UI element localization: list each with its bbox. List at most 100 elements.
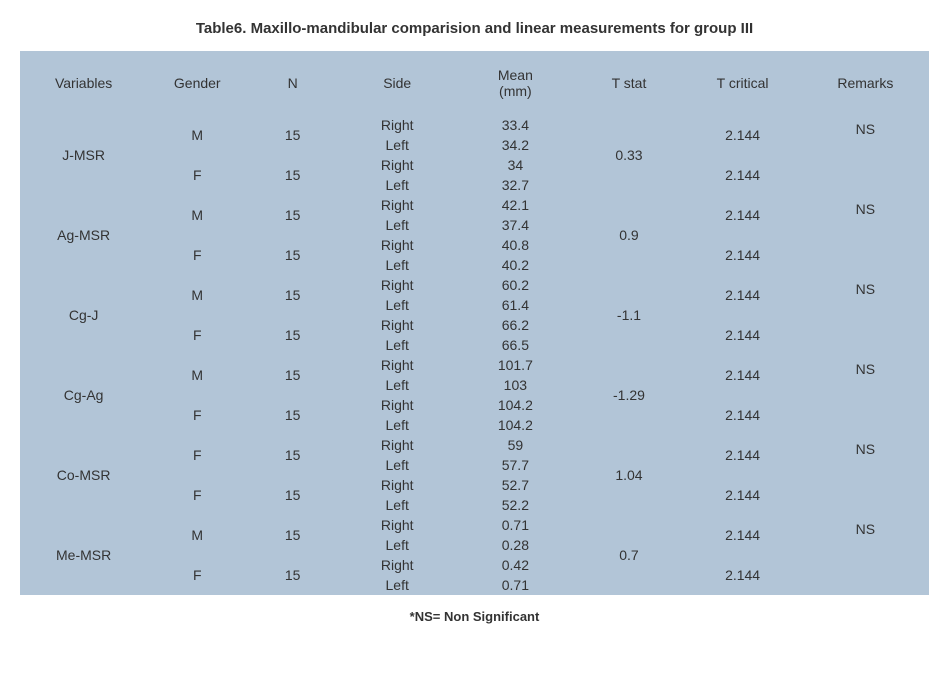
cell-side: Right [338, 355, 456, 375]
cell-remarks: NS [802, 275, 929, 355]
cell-gender: M [147, 515, 247, 555]
cell-side: Right [338, 435, 456, 455]
cell-t-stat: 0.33 [574, 115, 683, 195]
col-header: Side [338, 51, 456, 115]
cell-mean: 104.2 [456, 415, 574, 435]
cell-t-critical: 2.144 [684, 115, 802, 155]
table-row: F15Right40.82.144 [20, 235, 929, 255]
cell-side: Left [338, 535, 456, 555]
cell-mean: 0.28 [456, 535, 574, 555]
cell-mean: 42.1 [456, 195, 574, 215]
cell-t-stat: 0.7 [574, 515, 683, 595]
cell-mean: 0.71 [456, 575, 574, 595]
cell-mean: 66.5 [456, 335, 574, 355]
cell-side: Right [338, 275, 456, 295]
cell-variable: J-MSR [20, 115, 147, 195]
cell-n: 15 [247, 155, 338, 195]
cell-side: Right [338, 315, 456, 335]
cell-mean: 0.71 [456, 515, 574, 535]
cell-mean: 34.2 [456, 135, 574, 155]
cell-t-critical: 2.144 [684, 235, 802, 275]
cell-gender: F [147, 395, 247, 435]
table-title: Table6. Maxillo-mandibular comparision a… [20, 20, 929, 37]
cell-variable: Co-MSR [20, 435, 147, 515]
cell-gender: F [147, 475, 247, 515]
cell-gender: F [147, 555, 247, 595]
cell-t-stat: 0.9 [574, 195, 683, 275]
cell-n: 15 [247, 555, 338, 595]
col-header: Mean(mm) [456, 51, 574, 115]
cell-t-critical: 2.144 [684, 515, 802, 555]
col-header: T critical [684, 51, 802, 115]
cell-t-critical: 2.144 [684, 555, 802, 595]
cell-mean: 52.7 [456, 475, 574, 495]
table-row: J-MSRM15Right33.40.332.144NS [20, 115, 929, 135]
cell-side: Left [338, 335, 456, 355]
cell-mean: 60.2 [456, 275, 574, 295]
cell-gender: M [147, 115, 247, 155]
cell-mean: 40.8 [456, 235, 574, 255]
cell-side: Left [338, 455, 456, 475]
cell-side: Left [338, 295, 456, 315]
table-row: F15Right0.422.144 [20, 555, 929, 575]
cell-gender: F [147, 155, 247, 195]
cell-variable: Cg-Ag [20, 355, 147, 435]
cell-mean: 101.7 [456, 355, 574, 375]
cell-gender: M [147, 355, 247, 395]
cell-gender: F [147, 315, 247, 355]
cell-t-critical: 2.144 [684, 155, 802, 195]
cell-t-critical: 2.144 [684, 315, 802, 355]
cell-variable: Cg-J [20, 275, 147, 355]
cell-t-critical: 2.144 [684, 275, 802, 315]
cell-side: Right [338, 555, 456, 575]
cell-side: Right [338, 475, 456, 495]
cell-mean: 57.7 [456, 455, 574, 475]
cell-mean: 59 [456, 435, 574, 455]
col-header: N [247, 51, 338, 115]
cell-gender: M [147, 195, 247, 235]
cell-side: Left [338, 175, 456, 195]
cell-n: 15 [247, 435, 338, 475]
cell-mean: 0.42 [456, 555, 574, 575]
col-header: Remarks [802, 51, 929, 115]
cell-variable: Me-MSR [20, 515, 147, 595]
cell-side: Right [338, 235, 456, 255]
cell-gender: F [147, 235, 247, 275]
data-table: VariablesGenderNSideMean(mm)T statT crit… [20, 51, 929, 595]
cell-mean: 34 [456, 155, 574, 175]
cell-side: Left [338, 255, 456, 275]
cell-mean: 61.4 [456, 295, 574, 315]
cell-t-critical: 2.144 [684, 355, 802, 395]
table-row: Me-MSRM15Right0.710.72.144NS [20, 515, 929, 535]
col-header: Variables [20, 51, 147, 115]
cell-remarks: NS [802, 355, 929, 435]
cell-remarks: NS [802, 195, 929, 275]
cell-gender: M [147, 275, 247, 315]
cell-n: 15 [247, 275, 338, 315]
table-row: Cg-AgM15Right101.7-1.292.144NS [20, 355, 929, 375]
cell-side: Left [338, 135, 456, 155]
cell-mean: 66.2 [456, 315, 574, 335]
cell-gender: F [147, 435, 247, 475]
cell-n: 15 [247, 235, 338, 275]
table-row: F15Right52.72.144 [20, 475, 929, 495]
table-row: Co-MSRF15Right591.042.144NS [20, 435, 929, 455]
cell-side: Right [338, 115, 456, 135]
cell-t-stat: -1.1 [574, 275, 683, 355]
table-row: F15Right104.22.144 [20, 395, 929, 415]
cell-side: Right [338, 155, 456, 175]
table-row: F15Right66.22.144 [20, 315, 929, 335]
cell-remarks: NS [802, 115, 929, 195]
cell-n: 15 [247, 315, 338, 355]
cell-t-critical: 2.144 [684, 475, 802, 515]
cell-remarks: NS [802, 435, 929, 515]
col-header: Gender [147, 51, 247, 115]
cell-mean: 33.4 [456, 115, 574, 135]
cell-side: Left [338, 375, 456, 395]
cell-side: Right [338, 195, 456, 215]
cell-t-stat: 1.04 [574, 435, 683, 515]
cell-side: Left [338, 495, 456, 515]
cell-n: 15 [247, 395, 338, 435]
cell-mean: 103 [456, 375, 574, 395]
cell-t-stat: -1.29 [574, 355, 683, 435]
